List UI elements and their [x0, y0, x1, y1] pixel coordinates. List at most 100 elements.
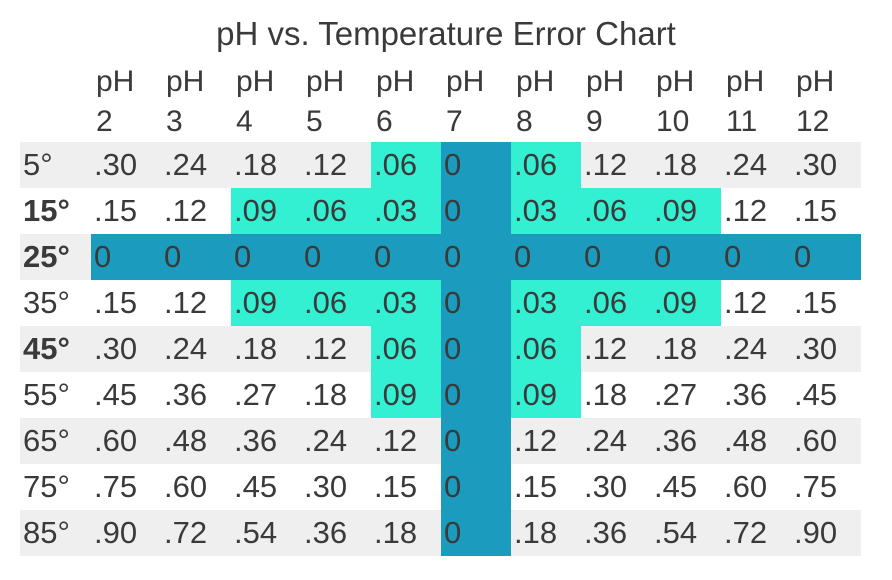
value-cell: .06 — [371, 326, 441, 372]
value-cell: .30 — [304, 469, 348, 504]
value-cell: .30 — [584, 469, 628, 504]
value-cell: .60 — [791, 418, 861, 464]
table-row: 65° .60.48.36.24.12 0.12.24.36.48.60 — [20, 418, 861, 464]
column-header-line: 11 — [726, 105, 758, 138]
value-cell: .45 — [234, 469, 278, 504]
table-row: 85° .90.72.54.36.18 0.18.36.54.72.90 — [20, 510, 861, 556]
column-header-line: pH — [726, 65, 765, 98]
value-cell: .03 — [371, 280, 441, 326]
column-header-line: 12 — [796, 105, 830, 138]
value-cell: .06 — [301, 280, 371, 326]
value-cell: .75 — [794, 469, 838, 504]
value-cell: .30 — [791, 142, 861, 188]
value-cell: 0 — [441, 142, 511, 188]
value-cell: .45 — [654, 469, 698, 504]
column-header-line: 2 — [96, 105, 113, 138]
row-header: 55° — [23, 377, 70, 412]
value-cell: .18 — [371, 510, 441, 556]
column-header: pH 11 — [721, 62, 791, 142]
value-cell: .06 — [511, 326, 581, 372]
value-cell: .24 — [721, 142, 791, 188]
column-header: pH 5 — [301, 62, 371, 142]
value-cell: .12 — [511, 418, 581, 464]
value-cell: 0 — [581, 234, 651, 280]
value-cell: .48 — [161, 418, 231, 464]
column-header-line: 3 — [166, 105, 183, 138]
value-cell: .72 — [721, 510, 791, 556]
column-header-line: 7 — [446, 105, 463, 138]
value-cell: .30 — [91, 142, 161, 188]
row-header: 15° — [23, 193, 70, 228]
value-cell: .03 — [511, 188, 581, 234]
value-cell: .15 — [514, 469, 558, 504]
column-header-line: pH — [236, 65, 275, 98]
column-header-line: pH — [376, 65, 415, 98]
column-header-line: pH — [516, 65, 555, 98]
column-header: pH 4 — [231, 62, 301, 142]
table-body: 5° .30.24.18.12.06 0.06.12.18.24.30 15° .15.… — [20, 142, 861, 556]
header-row: pH 2 pH 3 pH 4 pH 5 pH 6 pH 7 pH 8 pH 9 pH 10 pH 11 pH 12 — [20, 62, 861, 142]
column-header-line: pH — [586, 65, 625, 98]
column-header: pH 6 — [371, 62, 441, 142]
row-header: 25° — [20, 234, 91, 280]
column-header-line: pH — [796, 65, 835, 98]
error-table: pH 2 pH 3 pH 4 pH 5 pH 6 pH 7 pH 8 pH 9 pH 10 pH 11 pH 12 5°.… — [20, 62, 861, 556]
value-cell: .18 — [231, 326, 301, 372]
value-cell: .24 — [721, 326, 791, 372]
value-cell: 0 — [441, 418, 511, 464]
column-header-line: 5 — [306, 105, 323, 138]
value-cell: .18 — [511, 510, 581, 556]
column-header-line: pH — [96, 65, 135, 98]
value-cell: .12 — [371, 418, 441, 464]
value-cell: .18 — [651, 326, 721, 372]
value-cell: 0 — [511, 234, 581, 280]
value-cell: 0 — [441, 280, 511, 326]
column-header: pH 2 — [91, 62, 161, 142]
value-cell: 0 — [301, 234, 371, 280]
value-cell: .36 — [724, 377, 768, 412]
column-header-line: pH — [306, 65, 345, 98]
value-cell: .18 — [584, 377, 628, 412]
value-cell: .36 — [581, 510, 651, 556]
value-cell: .03 — [511, 280, 581, 326]
row-header: 5° — [20, 142, 91, 188]
value-cell: .12 — [164, 193, 208, 228]
table-row: 45° .30.24.18.12.06 0.06.12.18.24.30 — [20, 326, 861, 372]
value-cell: .18 — [304, 377, 348, 412]
column-header-line: 4 — [236, 105, 253, 138]
value-cell: 0 — [441, 188, 511, 234]
value-cell: .45 — [794, 377, 838, 412]
column-header-line: 6 — [376, 105, 393, 138]
value-cell: 0 — [441, 510, 511, 556]
column-header: pH 3 — [161, 62, 231, 142]
row-header: 85° — [20, 510, 91, 556]
column-header-line: 9 — [586, 105, 603, 138]
value-cell: .12 — [581, 142, 651, 188]
table-row: 5° .30.24.18.12.06 0.06.12.18.24.30 — [20, 142, 861, 188]
value-cell: .48 — [721, 418, 791, 464]
table-row: 35° .15.12.09.06.03 0.03.06.09.12.15 — [20, 280, 861, 326]
value-cell: .24 — [161, 326, 231, 372]
value-cell: .09 — [651, 188, 721, 234]
value-cell: .27 — [654, 377, 698, 412]
row-header: 45° — [20, 326, 91, 372]
column-header: pH 10 — [651, 62, 721, 142]
value-cell: .24 — [301, 418, 371, 464]
value-cell: 0 — [441, 372, 511, 418]
row-header: 75° — [23, 469, 70, 504]
value-cell: .06 — [581, 280, 651, 326]
table-row: 25° 0 0 0 0 0 0 0 0 0 0 0 — [20, 234, 861, 280]
value-cell: .60 — [724, 469, 768, 504]
value-cell: .09 — [511, 372, 581, 418]
value-cell: .90 — [791, 510, 861, 556]
value-cell: 0 — [441, 326, 511, 372]
value-cell: .54 — [651, 510, 721, 556]
column-header: pH 9 — [581, 62, 651, 142]
value-cell: .06 — [511, 142, 581, 188]
row-header: 65° — [20, 418, 91, 464]
value-cell: .60 — [91, 418, 161, 464]
value-cell: 0 — [721, 234, 791, 280]
value-cell: .36 — [164, 377, 208, 412]
value-cell: .09 — [651, 280, 721, 326]
value-cell: .18 — [651, 142, 721, 188]
